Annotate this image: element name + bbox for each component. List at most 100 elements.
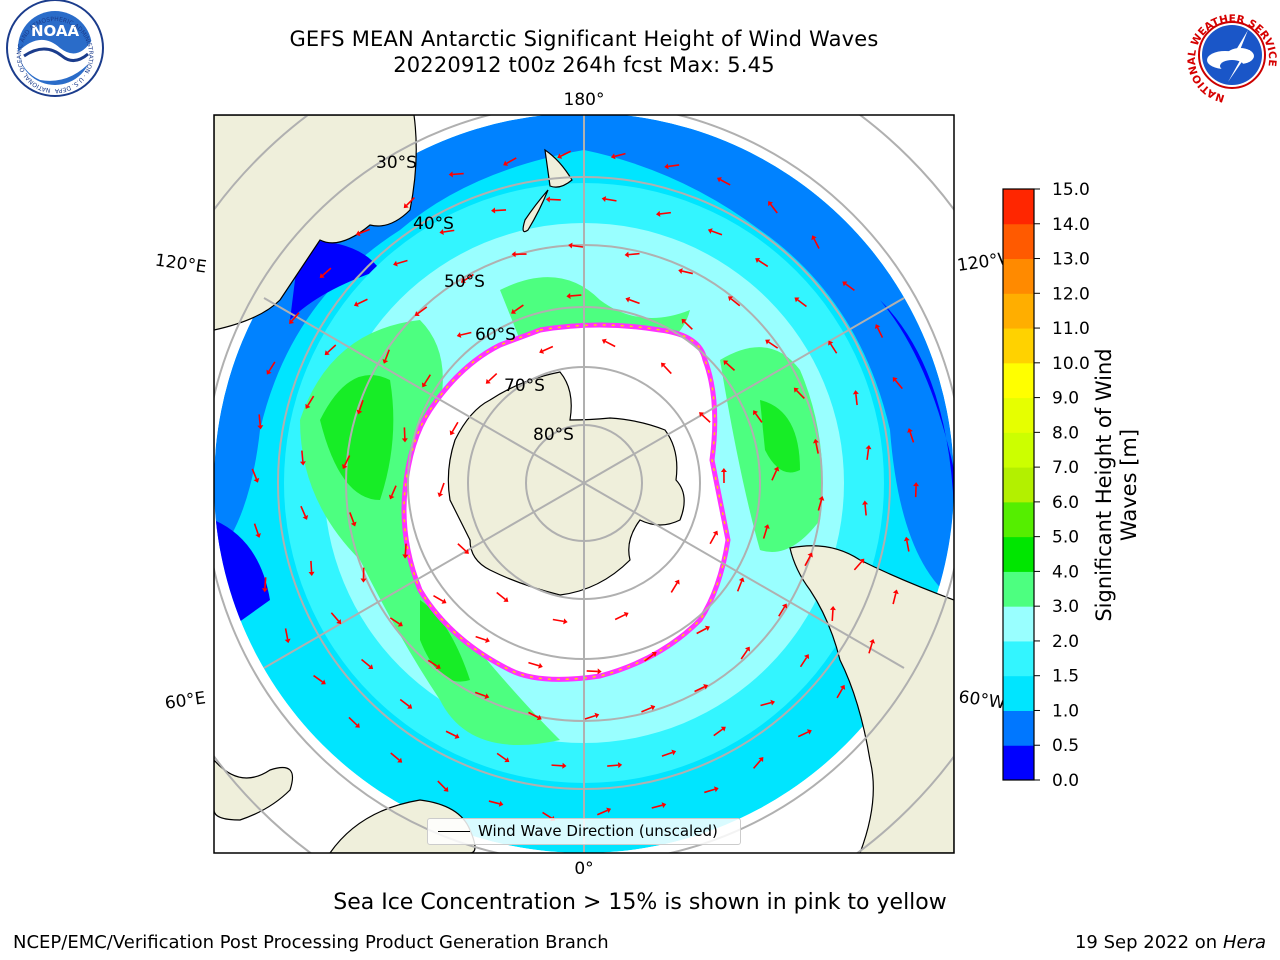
wind-arrow-head (703, 684, 709, 690)
wind-arrow-shaft (614, 152, 626, 158)
wind-arrow-head (320, 679, 326, 685)
wind-arrow-head (397, 757, 403, 763)
wind-arrow-head (892, 589, 899, 595)
wind-arrow-shaft (720, 179, 731, 186)
map-panel (214, 115, 954, 853)
wind-arrow-head (563, 618, 568, 625)
wind-arrow-head (382, 358, 389, 364)
wind-arrow-head (907, 428, 913, 433)
wind-arrow-head (712, 530, 719, 536)
lat-label-30s: 30°S (376, 153, 417, 173)
wind-arrow-shaft (644, 653, 654, 662)
wind-arrow-head (566, 292, 571, 299)
wind-arrow-shaft (358, 399, 364, 411)
wind-arrow-head (257, 425, 264, 430)
wind-arrow-head (818, 496, 825, 501)
wind-arrow-head (401, 438, 408, 443)
wind-arrow-head (794, 297, 800, 303)
wind-arrow-shaft (506, 157, 517, 164)
colorbar-tick-label: 3.0 (1052, 597, 1079, 617)
wind-arrow-head (443, 786, 449, 792)
lon-label-0: 0° (574, 859, 593, 879)
wind-arrow-shaft (754, 412, 763, 423)
wind-arrow-head (491, 207, 496, 214)
wind-arrow-shaft (628, 298, 640, 305)
wind-arrow-shaft (496, 752, 507, 761)
noaa-logo: NOAA NATIONAL OCEANIC AND ATMOSPHERIC AD… (0, 0, 104, 97)
wind-arrow-head (738, 577, 745, 583)
wind-arrow-shaft (607, 764, 619, 767)
wind-wave-arrows (251, 150, 920, 821)
wind-arrow-head (828, 340, 834, 346)
wind-arrow-shaft (406, 197, 415, 206)
wind-arrow-head (610, 153, 616, 160)
wind-arrow-head (463, 548, 469, 554)
wind-arrow-shaft (817, 499, 823, 511)
colorbar-frame (1002, 188, 1035, 781)
wind-arrow-head (601, 196, 607, 203)
wind-arrow-shaft (488, 372, 498, 382)
wind-arrow-shaft (291, 312, 300, 322)
wind-arrow-head (804, 654, 810, 660)
wind-arrow-head (651, 652, 657, 657)
wind-arrow-shaft (570, 294, 582, 297)
wind-arrow-shaft (443, 229, 455, 233)
wind-arrow-head (393, 260, 398, 267)
lon-label-120e: 120°E (154, 251, 208, 278)
wind-arrow-shaft (614, 613, 626, 621)
wind-arrow-head (414, 311, 420, 316)
wind-arrow-shaft (404, 543, 407, 555)
wind-arrow-shaft (433, 594, 444, 602)
wind-arrow-head (342, 464, 348, 469)
wind-arrow-head (859, 558, 865, 564)
wind-arrow-shaft (452, 172, 464, 176)
wind-arrow-shaft (451, 421, 459, 433)
wind-arrow-head (437, 492, 444, 498)
wind-arrow-head (485, 637, 490, 643)
colorbar-swatch (1003, 328, 1034, 364)
lon-label-60e: 60°E (164, 688, 207, 713)
wind-arrow-shaft (752, 759, 762, 769)
wind-arrow-head (441, 598, 447, 604)
wind-arrow-head (704, 625, 710, 632)
map-legend: Wind Wave Direction (unscaled) (427, 818, 741, 845)
wind-arrow-shaft (906, 540, 910, 552)
footer-date-text: 19 Sep 2022 on (1074, 932, 1218, 953)
wind-arrow-head (421, 382, 428, 388)
map-frame (213, 114, 955, 854)
wind-arrow-head (539, 348, 545, 354)
colorbar-tick-label: 14.0 (1052, 215, 1090, 235)
wind-arrow-head (299, 461, 306, 466)
wind-arrow-shaft (349, 512, 355, 523)
wind-arrow-head (503, 597, 509, 602)
antarctica (447, 371, 685, 596)
wind-arrow-head (319, 273, 325, 279)
wind-arrow-head (402, 554, 409, 559)
wind-arrow-head (557, 153, 563, 159)
wind-arrow-head (354, 722, 360, 728)
lat-label-80s: 80°S (533, 425, 574, 445)
wind-arrow-shaft (463, 273, 474, 282)
wind-arrow-shaft (528, 711, 539, 719)
wind-arrow-head (435, 663, 441, 669)
wind-arrow-shaft (475, 635, 487, 641)
wind-arrow-head (806, 729, 812, 735)
wind-arrow-shaft (361, 658, 371, 668)
wind-arrow-shaft (605, 198, 617, 202)
wind-arrow-head (650, 704, 656, 711)
wind-arrow-shaft (552, 618, 564, 623)
wind-arrow-shaft (264, 577, 267, 589)
noaa-logo-text: NOAA (31, 22, 80, 40)
wind-arrow-shaft (268, 361, 276, 372)
wind-arrow-shaft (327, 344, 337, 354)
wind-arrow-head (713, 786, 719, 793)
colorbar-tick-label: 4.0 (1052, 562, 1079, 582)
wind-arrow-head (594, 712, 600, 719)
wind-arrow-head (504, 757, 510, 763)
colorbar-swatch (1003, 293, 1034, 329)
wind-arrow-shaft (668, 164, 680, 168)
wind-arrow-shaft (390, 485, 397, 497)
wind-arrow-shaft (496, 591, 506, 600)
wind-arrow-shaft (437, 780, 447, 790)
